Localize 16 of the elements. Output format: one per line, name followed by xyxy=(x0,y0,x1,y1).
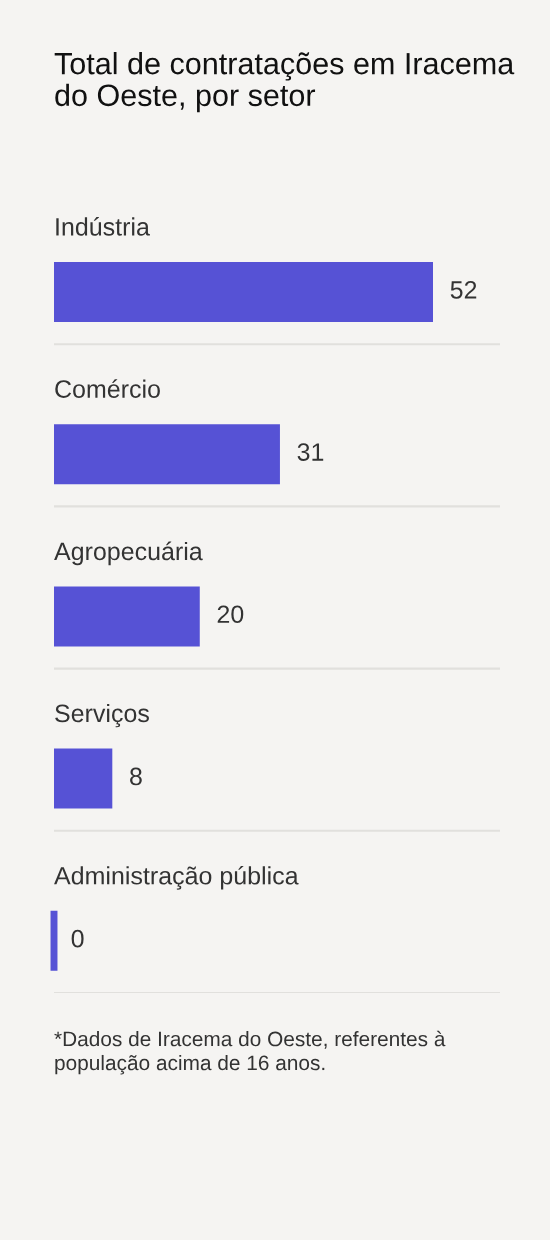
bar xyxy=(54,748,113,809)
data-label: 8 xyxy=(130,767,142,786)
bar xyxy=(54,586,200,647)
chart-title: Total de contratações em Iracema do Oeste, por setor xyxy=(54,52,515,113)
bar xyxy=(54,424,280,485)
bar xyxy=(54,262,433,322)
data-label: 20 xyxy=(217,605,244,624)
data-label: 52 xyxy=(450,281,477,299)
y-tick-label: Administração pública xyxy=(54,865,299,890)
y-tick-label: Serviços xyxy=(55,703,149,728)
data-label: 31 xyxy=(297,443,324,461)
y-tick-label: Agropecuária xyxy=(54,541,203,566)
text: *Dados de Iracema do Oeste, referentes à população acima de 16 anos. xyxy=(54,1030,446,1075)
y-tick-label: Comércio xyxy=(55,379,160,398)
data-label: 0 xyxy=(71,929,84,948)
y-tick-label: Indústria xyxy=(56,217,150,236)
